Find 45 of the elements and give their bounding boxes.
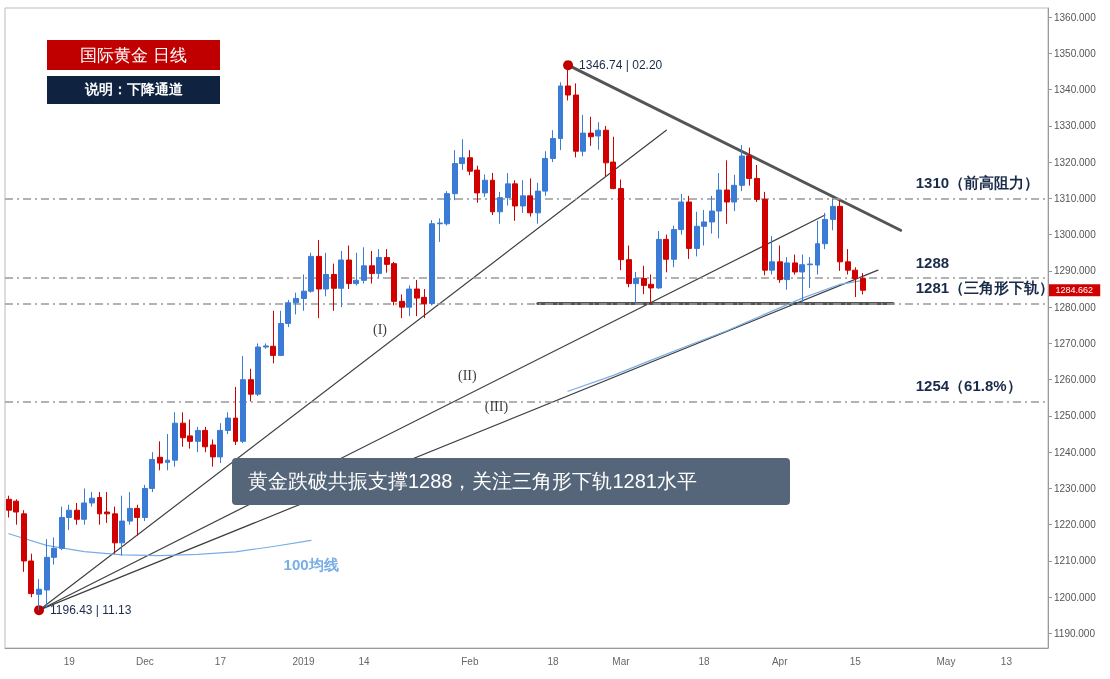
y-tick-label: 1190.000 <box>1054 628 1096 639</box>
y-tick-label: 1290.000 <box>1054 265 1097 277</box>
ref-line-label: 1281（三角形下轨） <box>915 279 1055 297</box>
x-tick-label: 14 <box>358 655 370 667</box>
title-banner: 国际黄金 日线 <box>47 40 220 70</box>
x-tick-label: 18 <box>698 655 711 667</box>
y-tick-label: 1210.000 <box>1054 555 1097 567</box>
x-tick-label: 13 <box>1000 655 1013 667</box>
x-tick-label: 2019 <box>292 655 316 667</box>
y-tick-label: 1260.000 <box>1054 374 1097 386</box>
y-tick-label: 1300.000 <box>1054 229 1097 241</box>
x-tick-label: 17 <box>214 655 227 667</box>
y-tick-label: 1360.000 <box>1054 11 1097 23</box>
note-box: 黄金跌破共振支撑1288，关注三角形下轨1281水平 <box>232 458 790 505</box>
x-tick-label: May <box>936 655 956 667</box>
x-tick-label: 15 <box>849 655 862 667</box>
y-tick-label: 1230.000 <box>1054 482 1097 494</box>
subtitle-banner: 说明：下降通道 <box>47 76 220 104</box>
y-tick-label: 1220.000 <box>1054 519 1097 531</box>
y-tick-label: 1330.000 <box>1054 120 1097 132</box>
ref-line-label: 1288 <box>915 253 950 271</box>
y-tick-label: 1280.000 <box>1054 301 1097 313</box>
series-label: (II) <box>458 368 477 385</box>
annotation: 1196.43 | 11.13 <box>50 603 132 618</box>
annotation: 1346.74 | 02.20 <box>579 58 663 73</box>
y-tick-label: 1240.000 <box>1054 446 1097 458</box>
y-tick-label: 1310.000 <box>1054 192 1097 204</box>
y-tick-label: 1350.000 <box>1054 47 1097 59</box>
series-label: (I) <box>373 321 388 338</box>
text: 1284.662 <box>1055 285 1093 296</box>
ref-line-label: 1254（61.8%） <box>915 376 1022 394</box>
y-tick-label: 1200.000 <box>1054 591 1097 603</box>
ref-line-label: 1310（前高阻力） <box>915 173 1040 191</box>
series-label: (III) <box>484 398 509 415</box>
x-tick-label: 19 <box>63 655 76 667</box>
y-tick-label: 1250.000 <box>1054 410 1097 422</box>
y-tick-label: 1270.000 <box>1054 337 1097 349</box>
x-tick-label: Apr <box>771 655 789 667</box>
series-label: 100均线 <box>283 555 339 573</box>
x-tick-label: Feb <box>461 655 479 667</box>
x-tick-label: 18 <box>547 655 559 667</box>
x-tick-label: Dec <box>135 655 154 667</box>
y-tick-label: 1340.000 <box>1054 84 1097 96</box>
y-tick-label: 1320.000 <box>1054 156 1097 168</box>
x-tick-label: Mar <box>612 655 631 667</box>
